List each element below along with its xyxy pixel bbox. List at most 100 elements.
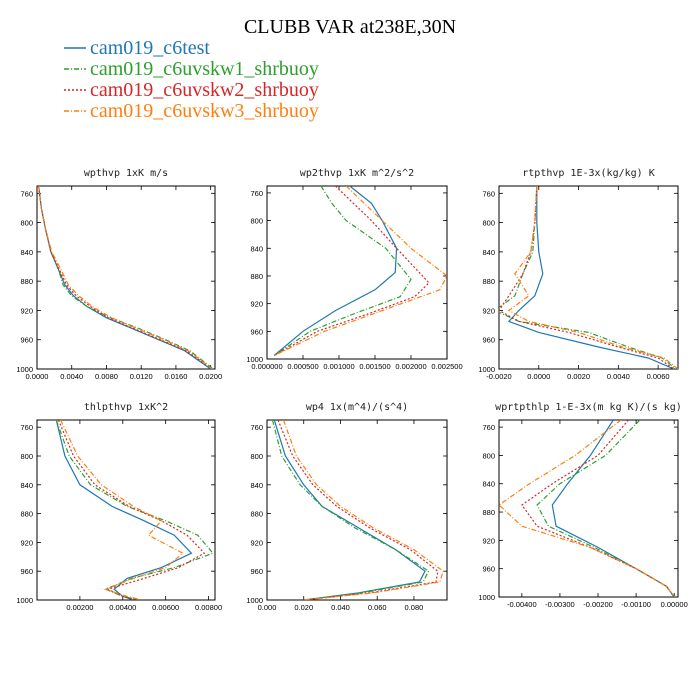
panel-title: wp2thvp 1xK m^2/s^2 [300, 168, 414, 179]
x-tick-label: 0.000500 [287, 362, 318, 371]
plot-frame [498, 185, 679, 370]
y-tick-label: 800 [250, 217, 263, 226]
y-tick-label: 760 [250, 189, 263, 198]
x-tick-label: 0.00400 [109, 603, 136, 612]
plot-frame [266, 419, 448, 601]
y-tick-label: 840 [20, 481, 33, 490]
y-tick-label: 760 [482, 189, 495, 198]
y-tick-label: 840 [250, 244, 263, 253]
series-line [521, 420, 675, 597]
chart-panel: wprtpthlp 1-E-3x(m kg K)/(s kg) 760 800 840… [478, 402, 687, 609]
y-tick-label: 880 [20, 277, 33, 286]
y-tick-label: 920 [250, 538, 263, 547]
x-tick-label: 0.002500 [431, 362, 462, 371]
y-tick-label: 1000 [478, 365, 495, 374]
chart-panel: thlpthvp 1xK^2 760 800 840 880 920 960 1000 0.00… [16, 402, 222, 612]
x-tick-label: 0.0200 [199, 372, 222, 381]
series-line [55, 420, 214, 600]
series-line [55, 420, 193, 600]
series-line [271, 420, 430, 600]
y-tick-label: 840 [482, 248, 495, 257]
series-line [38, 186, 212, 369]
y-tick-label: 880 [482, 508, 495, 517]
y-tick-label: 960 [250, 567, 263, 576]
x-tick-label: 0.080 [405, 603, 424, 612]
series-line [282, 420, 445, 600]
x-tick-label: -0.00300 [545, 600, 575, 609]
series-line [507, 186, 675, 369]
series-line [277, 420, 439, 600]
y-tick-label: 880 [250, 510, 263, 519]
y-tick-label: 760 [482, 423, 495, 432]
y-tick-label: 760 [250, 423, 263, 432]
x-tick-label: 0.0000 [26, 372, 49, 381]
y-tick-label: 960 [20, 336, 33, 345]
series-line [38, 186, 213, 369]
panel-title: wp4 1x(m^4)/(s^4) [306, 402, 408, 413]
y-tick-label: 1000 [246, 355, 263, 364]
x-tick-label: 0.001000 [323, 362, 354, 371]
x-tick-label: 0.00000 [661, 600, 688, 609]
y-tick-label: 760 [20, 423, 33, 432]
y-tick-label: 880 [482, 277, 495, 286]
y-tick-label: 800 [482, 219, 495, 228]
x-tick-label: 0.0160 [164, 372, 187, 381]
x-tick-label: 0.00600 [152, 603, 179, 612]
series-line [60, 420, 184, 600]
panel-title: wprtpthlp 1-E-3x(m kg K)/(s kg) [495, 402, 682, 413]
panel-title: rtpthvp 1E-3x(kg/kg) K [522, 168, 654, 179]
panel-title: wpthvp 1xK m/s [84, 168, 168, 179]
y-tick-label: 1000 [16, 596, 33, 605]
y-tick-label: 920 [482, 306, 495, 315]
y-tick-label: 800 [20, 452, 33, 461]
y-tick-label: 920 [20, 306, 33, 315]
x-tick-label: 0.000000 [251, 362, 282, 371]
y-tick-label: 800 [482, 451, 495, 460]
x-tick-label: 0.00800 [195, 603, 222, 612]
x-tick-label: 0.060 [368, 603, 387, 612]
x-tick-label: -0.00100 [621, 600, 651, 609]
chart-panel: wpthvp 1xK m/s76080084088092096010000.00… [16, 168, 222, 381]
y-tick-label: 920 [250, 300, 263, 309]
y-tick-label: 760 [20, 189, 33, 198]
series-line [273, 186, 412, 356]
plot-frame [36, 185, 216, 370]
x-tick-label: 0.00200 [66, 603, 93, 612]
series-line [551, 420, 675, 597]
series-line [273, 186, 430, 357]
y-tick-label: 960 [482, 565, 495, 574]
series-line [273, 186, 447, 357]
series-line [38, 186, 214, 369]
plot-frame [266, 185, 448, 360]
x-tick-label: 0.002000 [395, 362, 426, 371]
legend-entry: cam019_c6uvskw3_shrbuoy [90, 100, 319, 122]
series-line [499, 186, 675, 369]
x-tick-label: 0.0020 [567, 372, 590, 381]
y-tick-label: 1000 [478, 593, 495, 602]
y-tick-label: 1000 [246, 596, 263, 605]
chart-panel: wp2thvp 1xK m^2/s^2 760 800 840 880 920 960 100… [246, 168, 462, 371]
legend-entry: cam019_c6uvskw1_shrbuoy [90, 58, 319, 80]
x-tick-label: 0.001500 [359, 362, 390, 371]
y-tick-label: 920 [20, 538, 33, 547]
x-tick-label: 0.040 [331, 603, 350, 612]
y-tick-label: 960 [482, 336, 495, 345]
series-line [273, 186, 398, 356]
series-line [507, 186, 678, 369]
series-line [499, 420, 675, 597]
panel-grid: wpthvp 1xK m/s76080084088092096010000.00… [16, 168, 687, 612]
x-tick-label: 0.0000 [527, 372, 550, 381]
y-tick-label: 880 [20, 510, 33, 519]
series-line [273, 420, 426, 600]
y-tick-label: 920 [482, 536, 495, 545]
legend: cam019_c6testcam019_c6uvskw1_shrbuoycam0… [64, 37, 319, 122]
x-tick-label: 0.0120 [130, 372, 153, 381]
y-tick-label: 840 [482, 480, 495, 489]
series-line [38, 186, 213, 369]
y-tick-label: 880 [250, 272, 263, 281]
panel-title: thlpthvp 1xK^2 [84, 402, 168, 413]
series-line [499, 186, 677, 369]
x-tick-label: -0.00400 [507, 600, 537, 609]
y-tick-label: 960 [250, 327, 263, 336]
